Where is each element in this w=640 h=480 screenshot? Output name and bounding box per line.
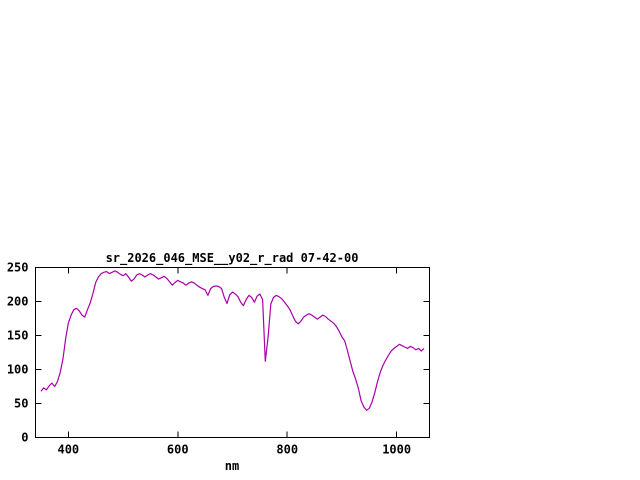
plot-border — [35, 267, 430, 438]
x-tick-label: 1000 — [382, 443, 411, 457]
y-tick-label: 200 — [7, 295, 29, 309]
y-tick-label: 150 — [7, 329, 29, 343]
data-line — [40, 270, 425, 411]
x-tick-label: 400 — [57, 443, 79, 457]
x-axis-label: nm — [224, 459, 240, 473]
y-tick-label: 50 — [14, 397, 28, 411]
y-tick-label: 0 — [21, 431, 28, 445]
x-tick-label: 600 — [167, 443, 189, 457]
x-tick-label: 800 — [276, 443, 298, 457]
y-tick-label: 250 — [7, 261, 29, 275]
chart-title: sr_2026_046_MSE__y02_r_rad 07-42-00 — [105, 251, 359, 265]
y-tick-label: 100 — [7, 363, 29, 377]
